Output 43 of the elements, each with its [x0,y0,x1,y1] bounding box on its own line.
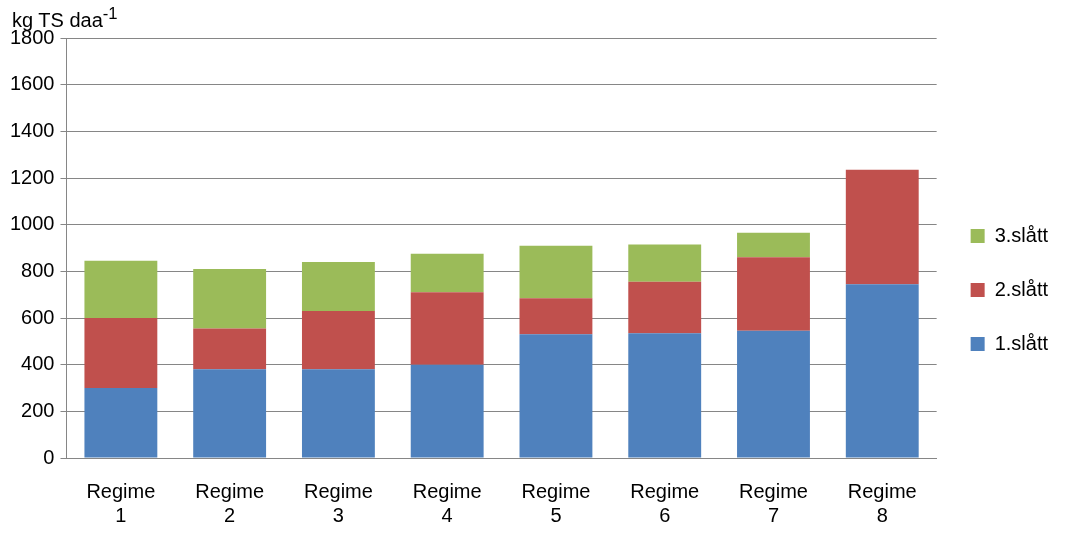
y-tick-label: 1600 [9,72,55,95]
bar [301,369,375,458]
y-tick-label: 200 [21,398,55,421]
bar [737,330,810,458]
legend-label: 3.slått [994,223,1049,246]
bar [737,257,810,331]
bar [301,311,375,370]
bar [193,369,267,458]
y-tick-label: 0 [43,445,55,468]
x-tick-label: Regime 3 [303,479,373,526]
bar [410,292,484,365]
bar [628,281,702,334]
bar [410,364,484,458]
y-tick-label: 1200 [9,165,55,188]
x-tick-label: Regime 5 [521,479,591,526]
bar [84,388,158,458]
legend-label: 1.slått [994,331,1049,354]
y-tick-label: 1400 [9,118,55,141]
y-tick-label: 800 [21,258,55,281]
y-tick-label: 600 [21,305,55,328]
bar [519,245,593,299]
bar [519,334,593,458]
bar [845,169,919,285]
bar [193,328,267,370]
bar [301,262,375,311]
bar [737,232,810,258]
bar [845,284,919,458]
legend-label: 2.slått [994,277,1049,300]
bar [193,269,267,329]
x-tick-label: Regime 8 [847,479,917,526]
bar [628,244,702,282]
y-tick-label: 1000 [9,212,55,235]
bar [410,253,484,293]
bar [519,298,593,335]
y-tick-label: 400 [21,352,55,375]
x-tick-label: Regime 6 [630,479,700,526]
x-tick-label: Regime 1 [86,479,156,526]
bar [84,260,158,318]
x-tick-label: Regime 7 [739,479,808,526]
x-tick-label: Regime 2 [195,479,265,526]
bar [84,318,158,388]
x-tick-label: Regime 4 [412,479,482,526]
bar [628,333,702,458]
